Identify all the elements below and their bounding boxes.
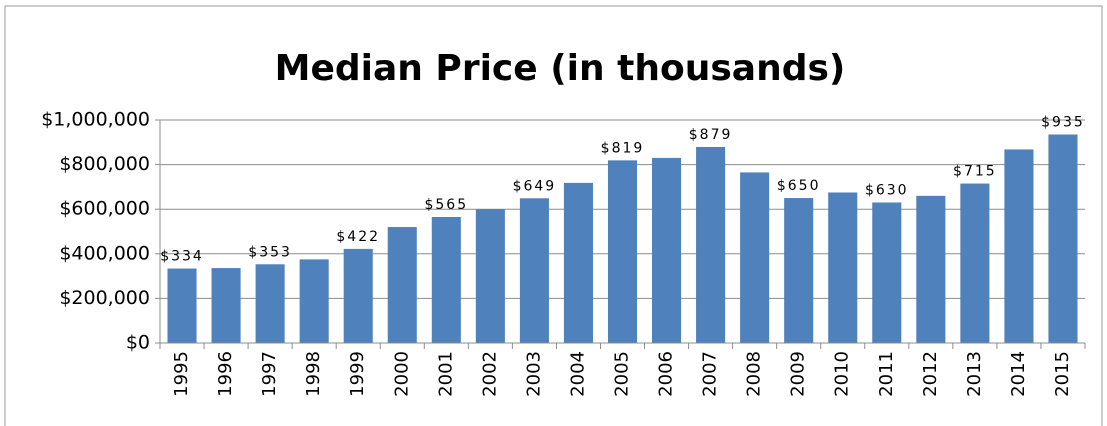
data-label: $879	[689, 127, 733, 143]
bar	[916, 195, 946, 343]
bar	[1004, 149, 1034, 343]
x-tick-label: 1999	[347, 351, 368, 397]
bar	[255, 264, 285, 343]
bar	[387, 227, 417, 343]
bar	[696, 146, 726, 343]
data-label: $565	[424, 197, 468, 213]
x-tick-label: 1995	[171, 351, 192, 397]
bar	[607, 160, 638, 343]
bar	[211, 268, 241, 343]
data-label: $630	[865, 183, 909, 199]
x-tick-label: 2000	[391, 351, 412, 397]
x-tick-label: 2005	[612, 351, 633, 397]
bar	[960, 183, 990, 343]
x-tick-label: 2002	[479, 351, 500, 397]
x-tick-label: 2014	[1008, 351, 1029, 397]
x-tick-label: 2006	[656, 351, 677, 397]
x-tick-label: 2008	[744, 351, 765, 397]
bar	[784, 198, 814, 343]
data-label: $353	[248, 244, 292, 260]
x-tick-label: 2009	[788, 351, 809, 397]
y-tick-label: $600,000	[59, 198, 150, 220]
x-tick-label: 2007	[700, 351, 721, 397]
bar	[167, 268, 197, 343]
bar	[872, 202, 902, 343]
bar	[828, 192, 858, 343]
data-label: $422	[336, 229, 380, 245]
x-tick-label: 2001	[435, 351, 456, 397]
data-label: $935	[1041, 114, 1085, 130]
x-tick-label: 2011	[876, 351, 897, 397]
y-tick-label: $0	[126, 332, 150, 354]
y-tick-label: $400,000	[59, 242, 150, 264]
x-tick-label: 2010	[832, 351, 853, 397]
y-tick-label: $200,000	[59, 287, 150, 309]
data-label: $819	[601, 140, 645, 156]
x-tick-label: 1998	[303, 351, 324, 397]
bar	[475, 209, 505, 343]
bar	[563, 182, 593, 343]
data-label: $715	[953, 164, 997, 180]
y-tick-label: $800,000	[59, 153, 150, 175]
bar	[519, 198, 549, 343]
x-tick-label: 2013	[964, 351, 985, 397]
chart-title: Median Price (in thousands)	[275, 48, 846, 89]
x-tick-label: 2004	[567, 351, 588, 397]
x-tick-label: 2003	[523, 351, 544, 397]
data-label: $650	[777, 178, 821, 194]
bar	[1048, 134, 1078, 343]
bar	[343, 248, 373, 343]
bar	[652, 157, 682, 343]
x-tick-label: 1997	[259, 351, 280, 397]
bar	[740, 172, 770, 343]
x-tick-label: 2012	[920, 351, 941, 397]
y-tick-label: $1,000,000	[41, 109, 150, 131]
data-label: $334	[160, 249, 204, 265]
data-label: $649	[513, 178, 557, 194]
x-tick-label: 2015	[1052, 351, 1073, 397]
x-tick-label: 1996	[215, 351, 236, 397]
bar	[299, 259, 329, 343]
bar	[431, 217, 461, 343]
